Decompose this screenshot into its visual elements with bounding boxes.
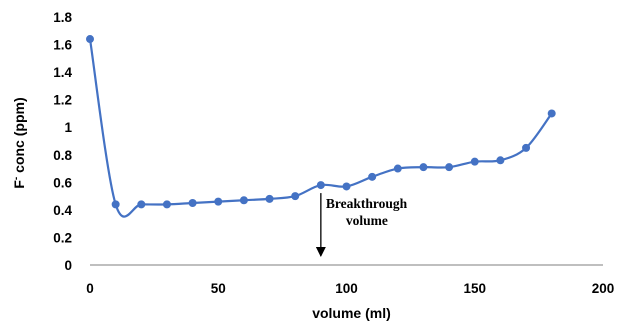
annotation-line1: Breakthrough [326, 196, 408, 211]
annotation-line2: volume [346, 213, 388, 228]
y-tick-label: 1.6 [53, 38, 72, 53]
x-tick-label: 50 [211, 281, 226, 296]
y-tick-label: 1.2 [53, 93, 72, 108]
series-line [88, 38, 553, 218]
data-point [86, 35, 94, 44]
data-point [522, 143, 531, 152]
data-point [470, 157, 479, 166]
data-point [419, 163, 428, 172]
data-point [239, 196, 248, 205]
data-point [265, 194, 274, 203]
data-point [316, 181, 325, 190]
data-point [162, 200, 171, 209]
y-tick-label: 1.4 [53, 65, 72, 80]
y-tick-label: 0 [64, 258, 72, 273]
y-axis-title-prefix: F [11, 180, 27, 189]
x-axis-title: volume (ml) [312, 305, 391, 321]
y-tick-label: 0.4 [53, 203, 72, 218]
y-tick-label: 1 [64, 120, 72, 135]
series-layer [86, 35, 556, 218]
x-tick-label: 100 [335, 281, 358, 296]
y-axis-title-suffix: conc (ppm) [11, 97, 27, 176]
y-axis-ticks: 0 0.2 0.4 0.6 0.8 1 1.2 1.4 1.6 1.8 [53, 10, 72, 273]
data-point [137, 200, 146, 209]
x-axis-ticks: 0 50 100 150 200 [86, 281, 614, 296]
annotation-layer: Breakthrough volume [315, 193, 408, 257]
data-point [368, 172, 377, 181]
data-point [342, 182, 351, 191]
y-tick-label: 1.8 [53, 10, 72, 25]
x-tick-label: 200 [592, 281, 615, 296]
data-point [393, 164, 402, 173]
x-tick-label: 150 [463, 281, 486, 296]
y-tick-label: 0.2 [53, 230, 72, 245]
data-point [496, 156, 505, 165]
y-axis-title-superscript: - [11, 177, 22, 180]
data-point [445, 163, 454, 172]
data-point [214, 197, 223, 206]
y-tick-label: 0.6 [53, 175, 72, 190]
data-point [188, 199, 197, 207]
data-point [291, 192, 300, 201]
y-tick-label: 0.8 [53, 148, 72, 163]
x-tick-label: 0 [86, 281, 94, 296]
data-point [111, 200, 120, 209]
y-axis-title: F- conc (ppm) [11, 97, 27, 188]
data-point [547, 109, 556, 118]
